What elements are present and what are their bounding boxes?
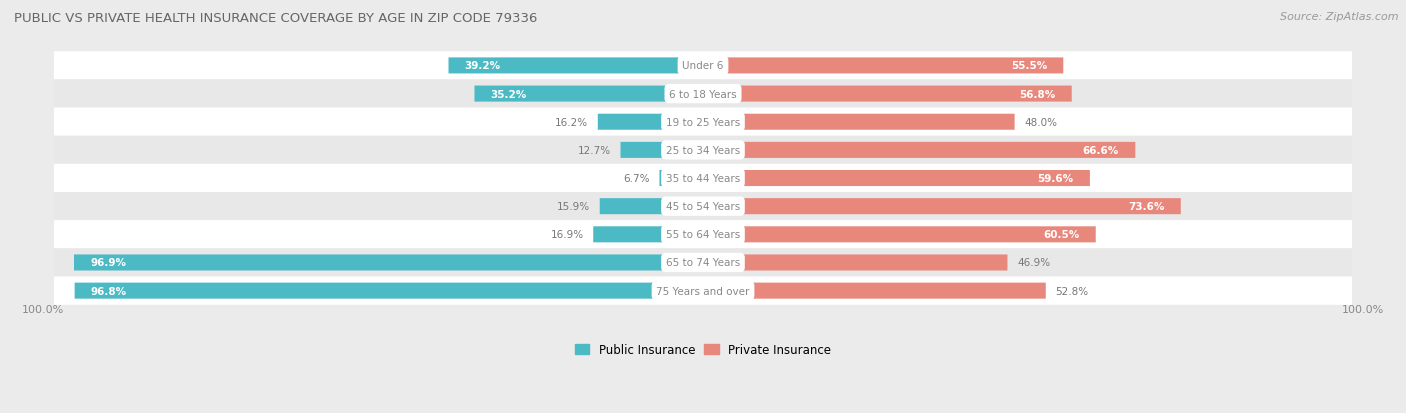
Legend: Public Insurance, Private Insurance: Public Insurance, Private Insurance — [571, 338, 835, 361]
FancyBboxPatch shape — [659, 171, 703, 187]
FancyBboxPatch shape — [449, 58, 703, 74]
Text: Under 6: Under 6 — [682, 61, 724, 71]
Text: 35.2%: 35.2% — [491, 89, 527, 100]
Text: PUBLIC VS PRIVATE HEALTH INSURANCE COVERAGE BY AGE IN ZIP CODE 79336: PUBLIC VS PRIVATE HEALTH INSURANCE COVER… — [14, 12, 537, 25]
FancyBboxPatch shape — [53, 249, 1353, 277]
FancyBboxPatch shape — [703, 86, 1071, 102]
Text: 100.0%: 100.0% — [21, 304, 63, 314]
FancyBboxPatch shape — [703, 114, 1015, 131]
FancyBboxPatch shape — [53, 192, 1353, 221]
Text: 48.0%: 48.0% — [1025, 117, 1057, 128]
FancyBboxPatch shape — [703, 227, 1095, 243]
Text: 65 to 74 Years: 65 to 74 Years — [666, 258, 740, 268]
FancyBboxPatch shape — [620, 142, 703, 159]
Text: 15.9%: 15.9% — [557, 202, 591, 212]
FancyBboxPatch shape — [53, 80, 1353, 109]
FancyBboxPatch shape — [703, 142, 1135, 159]
Text: 55.5%: 55.5% — [1011, 61, 1047, 71]
Text: 73.6%: 73.6% — [1128, 202, 1164, 212]
FancyBboxPatch shape — [703, 283, 1046, 299]
Text: 55 to 64 Years: 55 to 64 Years — [666, 230, 740, 240]
Text: 6 to 18 Years: 6 to 18 Years — [669, 89, 737, 100]
Text: 66.6%: 66.6% — [1083, 145, 1119, 156]
FancyBboxPatch shape — [53, 52, 1353, 81]
Text: 60.5%: 60.5% — [1043, 230, 1080, 240]
FancyBboxPatch shape — [53, 108, 1353, 137]
FancyBboxPatch shape — [703, 199, 1181, 215]
FancyBboxPatch shape — [53, 221, 1353, 249]
Text: 19 to 25 Years: 19 to 25 Years — [666, 117, 740, 128]
Text: 96.9%: 96.9% — [90, 258, 127, 268]
FancyBboxPatch shape — [703, 255, 1008, 271]
Text: 16.2%: 16.2% — [555, 117, 588, 128]
Text: 56.8%: 56.8% — [1019, 89, 1056, 100]
FancyBboxPatch shape — [75, 255, 703, 271]
FancyBboxPatch shape — [53, 164, 1353, 193]
Text: 46.9%: 46.9% — [1017, 258, 1050, 268]
Text: 45 to 54 Years: 45 to 54 Years — [666, 202, 740, 212]
FancyBboxPatch shape — [593, 227, 703, 243]
Text: 52.8%: 52.8% — [1056, 286, 1088, 296]
FancyBboxPatch shape — [600, 199, 703, 215]
FancyBboxPatch shape — [53, 136, 1353, 165]
Text: 6.7%: 6.7% — [623, 173, 650, 184]
FancyBboxPatch shape — [53, 277, 1353, 305]
FancyBboxPatch shape — [703, 171, 1090, 187]
FancyBboxPatch shape — [75, 283, 703, 299]
Text: 25 to 34 Years: 25 to 34 Years — [666, 145, 740, 156]
Text: 75 Years and over: 75 Years and over — [657, 286, 749, 296]
Text: Source: ZipAtlas.com: Source: ZipAtlas.com — [1281, 12, 1399, 22]
FancyBboxPatch shape — [703, 58, 1063, 74]
Text: 16.9%: 16.9% — [550, 230, 583, 240]
Text: 35 to 44 Years: 35 to 44 Years — [666, 173, 740, 184]
FancyBboxPatch shape — [598, 114, 703, 131]
Text: 12.7%: 12.7% — [578, 145, 610, 156]
Text: 59.6%: 59.6% — [1038, 173, 1074, 184]
Text: 100.0%: 100.0% — [1343, 304, 1385, 314]
Text: 39.2%: 39.2% — [465, 61, 501, 71]
FancyBboxPatch shape — [474, 86, 703, 102]
Text: 96.8%: 96.8% — [91, 286, 127, 296]
